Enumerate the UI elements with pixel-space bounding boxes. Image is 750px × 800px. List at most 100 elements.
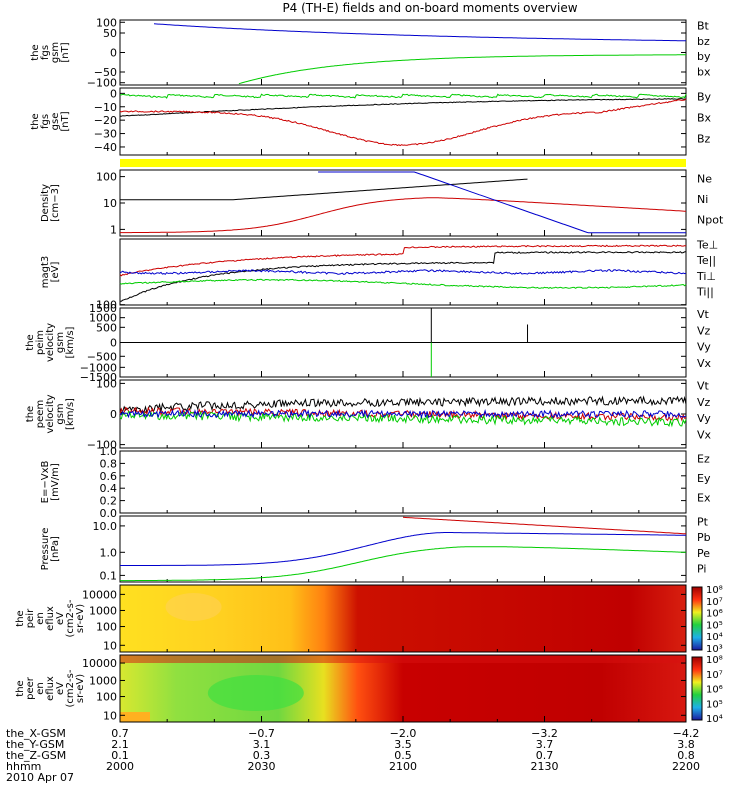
trace-Tepar — [119, 251, 687, 302]
ytick-label: 1.0 — [100, 445, 118, 458]
ylabel-line: eV — [55, 682, 66, 695]
ylabel-line: (cm2-s- — [65, 669, 76, 707]
footer-value: 2100 — [389, 760, 417, 773]
legend-entry: Pb — [697, 531, 711, 544]
ylabel-line: sr-eV) — [75, 604, 86, 633]
legend-entry: Vt — [697, 380, 710, 393]
legend-entry: Te|| — [696, 254, 716, 267]
footer-value: 2.1 — [111, 738, 129, 751]
trace-peem-Vt — [119, 395, 687, 416]
legend-entry: Te⊥ — [696, 238, 718, 251]
legend-entry: Ti⊥ — [696, 270, 716, 283]
footer-row-label: the_Z-GSM — [6, 749, 66, 762]
ylabel-line: the — [25, 406, 36, 422]
ylabel-line: eflux — [45, 606, 56, 631]
ylabel-line: the — [15, 680, 26, 696]
ion-spectrogram — [120, 585, 686, 652]
ylabel-line: Pressure — [40, 528, 51, 571]
panel-density: 100 10 1 Density [cm−3] Ne Ni Npot — [40, 169, 724, 237]
footer-value: 0.3 — [253, 749, 271, 762]
legend-entry: Ex — [697, 491, 711, 504]
electron-blob — [207, 675, 304, 711]
colorbar-label: 10⁴ — [706, 714, 723, 725]
ytick-label: 1 — [110, 223, 117, 236]
footer-value: 3.5 — [394, 738, 412, 751]
ytick-label: 100 — [96, 16, 117, 29]
legend-entry: Ti|| — [696, 286, 714, 299]
ylabel-line: peim — [35, 330, 46, 355]
legend-entry: By — [697, 91, 712, 104]
legend-entry: Pt — [697, 515, 709, 528]
footer-value: 0.7 — [111, 727, 129, 740]
panel-peem_vel: 100 0 −100 the peem velocity gsm [km/s] Vt Vz Vy Vx — [25, 377, 712, 451]
footer-value: 2200 — [672, 760, 700, 773]
ytick-label: 10.0 — [93, 520, 118, 533]
ylabel-line: eV — [55, 612, 66, 625]
ytick-label: 10000 — [82, 588, 117, 601]
legend-entry: Pe — [697, 547, 710, 560]
trace-by — [238, 54, 686, 85]
ylabel-line: (cm2-s- — [65, 599, 76, 637]
trace-Tipar — [119, 278, 687, 289]
ylabel-line: [mV/m] — [50, 463, 61, 501]
ylabel-line: sr-eV) — [75, 674, 86, 703]
legend-entry: Npot — [697, 214, 724, 227]
ytick-label: −40 — [94, 141, 117, 154]
ylabel-line: [cm−3] — [50, 184, 61, 222]
legend-entry: Bt — [697, 19, 710, 32]
footer-value: −0.7 — [248, 727, 275, 740]
colorbar-label: 10⁷ — [706, 597, 723, 608]
ytick-label: 10 — [103, 197, 117, 210]
ytick-label: 0.6 — [100, 470, 118, 483]
ylabel-line: en — [35, 612, 46, 625]
legend-entry: Bx — [697, 112, 712, 125]
ytick-label: −1000 — [80, 361, 117, 374]
ytick-label: −100 — [87, 439, 117, 452]
ylabel-line: the — [30, 44, 41, 60]
ylabel-line: [km/s] — [65, 398, 76, 430]
ylabel-line: peir — [25, 608, 36, 628]
footer-ephemeris: the_X-GSM 0.7 −0.7 −2.0 −3.2 −4.2 the_Y-GSM 2.1… — [6, 727, 700, 784]
panel-frame — [119, 19, 687, 86]
trace-Bx — [119, 98, 687, 117]
ylabel-line: gse — [50, 113, 61, 131]
colorbar-label: 10⁴ — [706, 632, 723, 643]
ylabel-line: [nPa] — [50, 536, 61, 562]
panel-frame — [119, 450, 687, 514]
colorbar-label: 10⁵ — [706, 699, 723, 710]
footer-value: 2000 — [106, 760, 134, 773]
ylabel-line: peem — [35, 400, 46, 428]
legend-entry: bz — [697, 35, 710, 48]
ytick-label: 100 — [96, 691, 117, 704]
ytick-label: −100 — [87, 77, 117, 90]
trace-Tiperp — [119, 269, 687, 275]
ylabel-line: fgs — [40, 45, 51, 60]
ylabel-line: the — [30, 113, 41, 129]
ytick-label: 0.2 — [100, 495, 118, 508]
ytick-label: 100 — [96, 171, 117, 184]
ylabel: the peer en eflux eV (cm2-s-sr-eV) — [15, 669, 86, 707]
panel-peer: 10000 1000 100 10 the peer en eflux eV (cm2-s-sr-… — [15, 654, 723, 725]
ytick-label: 1000 — [89, 604, 117, 617]
trace-peem-Vy — [119, 410, 687, 428]
ytick-label: 0 — [110, 408, 117, 421]
ytick-label: 0.1 — [100, 569, 118, 582]
legend-entry: Ni — [697, 193, 708, 206]
ylabel: the fgs gsm [nT] — [30, 42, 71, 63]
footer-value: 0.1 — [111, 749, 129, 762]
ylabel-line: [nT] — [60, 42, 71, 62]
ytick-label: 100 — [96, 377, 117, 390]
ytick-label: 100 — [96, 299, 117, 312]
electron-topband — [120, 655, 686, 663]
legend-entry: Ey — [697, 472, 711, 485]
ylabel-line: the — [25, 334, 36, 350]
legend-entry: Pi — [697, 563, 706, 576]
colorbar — [691, 586, 703, 651]
footer-row-label: the_Y-GSM — [6, 738, 64, 751]
colorbar-label: 10⁸ — [706, 585, 723, 596]
ylabel: magt3 [eV] — [40, 256, 61, 289]
colorbar-label: 10³ — [706, 644, 723, 655]
panel-peir: 10000 1000 100 10 the peir en eflux eV (cm2-s-sr-… — [15, 584, 723, 655]
colorbar — [691, 656, 703, 721]
